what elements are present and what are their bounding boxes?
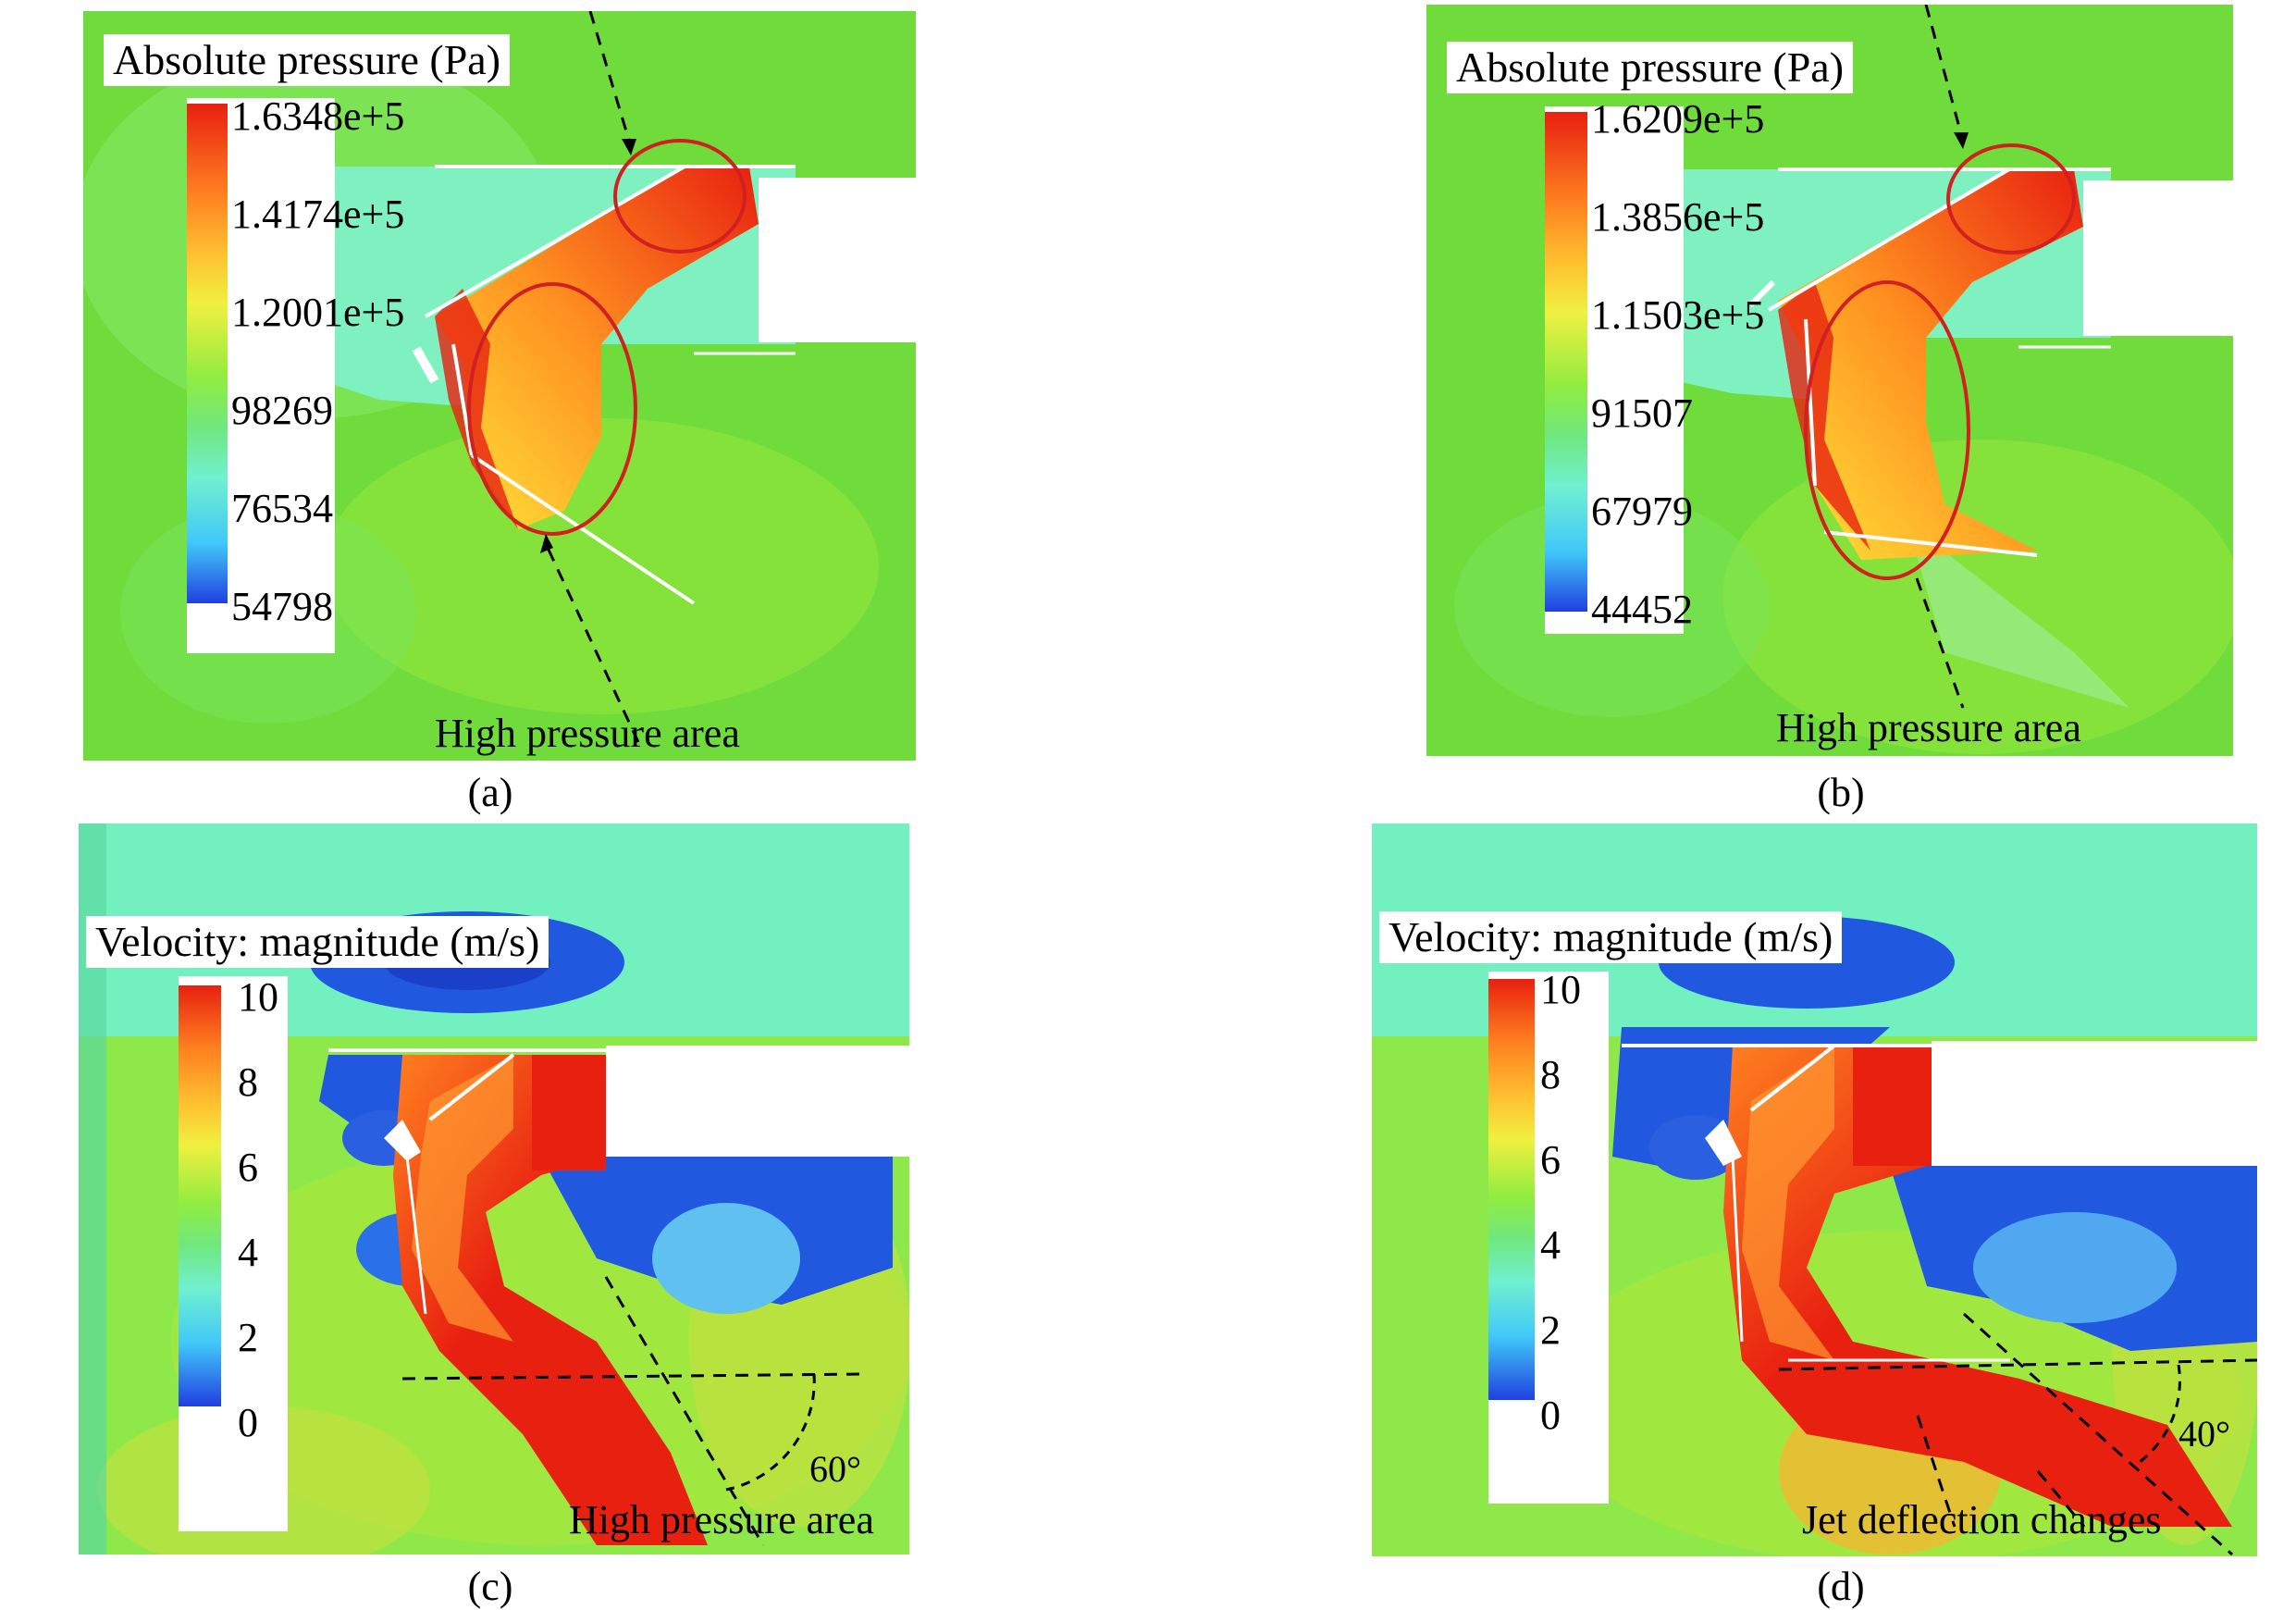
colorbar (1488, 979, 1535, 1400)
annotation-label: High pressure area (569, 1497, 874, 1542)
legend-title: Velocity: magnitude (m/s) (86, 916, 549, 968)
angle-label: 40° (2179, 1413, 2230, 1455)
colorbar-tick-label: 1.1503e+5 (1591, 292, 1765, 338)
colorbar-tick-label: 4 (238, 1230, 258, 1275)
colorbar (187, 104, 228, 603)
legend-title: Absolute pressure (Pa) (104, 34, 511, 86)
annotation-label: Jet deflection changes (1802, 1497, 2162, 1542)
colorbar-tick-label: 6 (238, 1145, 258, 1190)
colorbar-tick-label: 91507 (1591, 390, 1693, 436)
colorbar-tick-label: 67979 (1591, 489, 1693, 534)
colorbar-tick-label: 10 (1540, 967, 1581, 1012)
colorbar-tick-label: 0 (238, 1400, 258, 1445)
colorbar-tick-label: 1.3856e+5 (1591, 194, 1765, 240)
annotation-label: High pressure area (435, 711, 740, 756)
colorbar-tick-label: 2 (238, 1315, 258, 1360)
panel-a: Absolute pressure (Pa) 1.6348e+5 1.4174e… (83, 11, 916, 761)
panel-d: Velocity: magnitude (m/s) 10 8 6 4 2 0 4… (1372, 824, 2257, 1556)
panel-b: Absolute pressure (Pa) 1.6209e+5 1.3856e… (1426, 5, 2233, 756)
panel-caption: (c) (467, 1564, 513, 1609)
colorbar-tick-label: 98269 (231, 388, 333, 433)
colorbar-tick-label: 0 (1540, 1393, 1561, 1438)
legend-title: Absolute pressure (Pa) (1447, 42, 1854, 93)
angle-label: 60° (809, 1448, 861, 1490)
colorbar-tick-label: 2 (1540, 1307, 1561, 1353)
colorbar-tick-label: 4 (1540, 1222, 1561, 1268)
colorbar (179, 985, 221, 1406)
colorbar-tick-label: 44452 (1591, 587, 1693, 632)
panel-caption: (a) (467, 770, 513, 815)
panel-caption: (b) (1817, 770, 1865, 815)
colorbar-tick-label: 6 (1540, 1137, 1561, 1183)
annotation-label: High pressure area (1776, 705, 2081, 750)
colorbar-tick-label: 10 (238, 974, 278, 1020)
colorbar-tick-label: 1.4174e+5 (231, 192, 405, 237)
panel-caption: (d) (1817, 1564, 1865, 1609)
colorbar-tick-label: 76534 (231, 486, 333, 531)
colorbar-tick-label: 1.6348e+5 (231, 93, 405, 139)
colorbar-tick-label: 1.2001e+5 (231, 290, 405, 335)
panel-c: Velocity: magnitude (m/s) 10 8 6 4 2 0 6… (79, 824, 909, 1554)
colorbar-tick-label: 8 (238, 1059, 258, 1105)
colorbar-tick-label: 54798 (231, 584, 333, 629)
colorbar-tick-label: 8 (1540, 1052, 1561, 1097)
colorbar (1545, 112, 1587, 612)
legend-title: Velocity: magnitude (m/s) (1379, 911, 1843, 963)
colorbar-tick-label: 1.6209e+5 (1591, 96, 1765, 142)
pressure-field-a (83, 11, 916, 761)
